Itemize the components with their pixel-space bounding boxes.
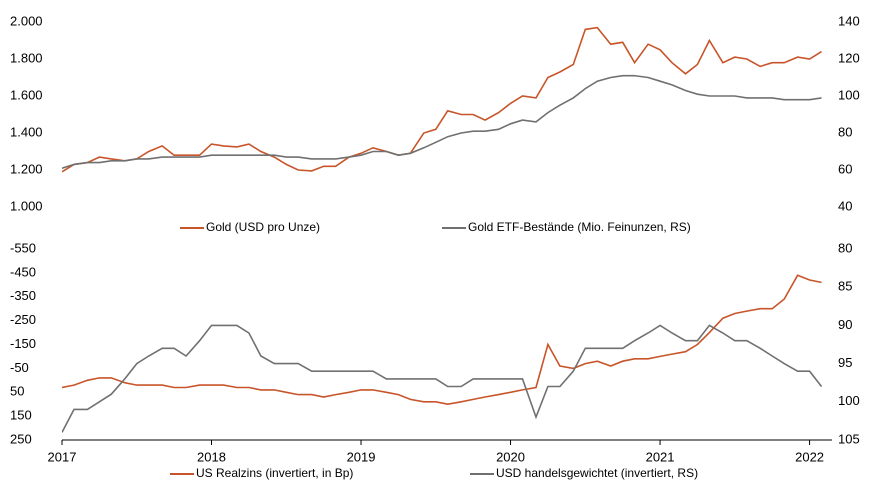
y2-tick-label: 80 xyxy=(838,124,852,139)
y-tick-label: -250 xyxy=(10,312,36,327)
y-tick-label: 1.600 xyxy=(10,87,43,102)
y-tick-label: 2.000 xyxy=(10,13,43,28)
y-tick-label: 1.400 xyxy=(10,124,43,139)
x-tick-label: 2020 xyxy=(496,449,525,464)
y-tick-label: 1.000 xyxy=(10,198,43,213)
legend-label: Gold ETF-Bestände (Mio. Feinunzen, RS) xyxy=(468,220,691,234)
legend-label: US Realzins (invertiert, in Bp) xyxy=(196,466,353,480)
y2-tick-label: 60 xyxy=(838,161,852,176)
y-tick-label: 50 xyxy=(10,384,24,399)
y2-tick-label: 85 xyxy=(838,279,852,294)
y2-tick-label: 105 xyxy=(838,431,860,446)
legend-label: Gold (USD pro Unze) xyxy=(206,220,320,234)
y2-tick-label: 95 xyxy=(838,355,852,370)
y-tick-label: -350 xyxy=(10,288,36,303)
series-line xyxy=(62,324,823,433)
y2-tick-label: 80 xyxy=(838,240,852,255)
x-tick-label: 2017 xyxy=(48,449,77,464)
y2-tick-label: 140 xyxy=(838,13,860,28)
y-tick-label: -450 xyxy=(10,264,36,279)
legend-label: USD handelsgewichtet (invertiert, RS) xyxy=(496,466,698,480)
y2-tick-label: 120 xyxy=(838,50,860,65)
series-line xyxy=(62,26,822,173)
y2-tick-label: 100 xyxy=(838,87,860,102)
y-tick-label: 1.200 xyxy=(10,161,43,176)
y-tick-label: -50 xyxy=(10,360,29,375)
x-tick-label: 2019 xyxy=(347,449,376,464)
y2-tick-label: 90 xyxy=(838,317,852,332)
y2-tick-label: 100 xyxy=(838,393,860,408)
x-tick-label: 2018 xyxy=(197,449,226,464)
x-tick-label: 2022 xyxy=(795,449,824,464)
series-line xyxy=(62,74,822,169)
y2-tick-label: 40 xyxy=(838,198,852,213)
y-tick-label: 250 xyxy=(10,431,32,446)
x-tick-label: 2021 xyxy=(646,449,675,464)
y-tick-label: 150 xyxy=(10,408,32,423)
y-tick-label: -150 xyxy=(10,336,36,351)
y-tick-label: 1.800 xyxy=(10,50,43,65)
series-line xyxy=(62,274,822,406)
y-tick-label: -550 xyxy=(10,240,36,255)
